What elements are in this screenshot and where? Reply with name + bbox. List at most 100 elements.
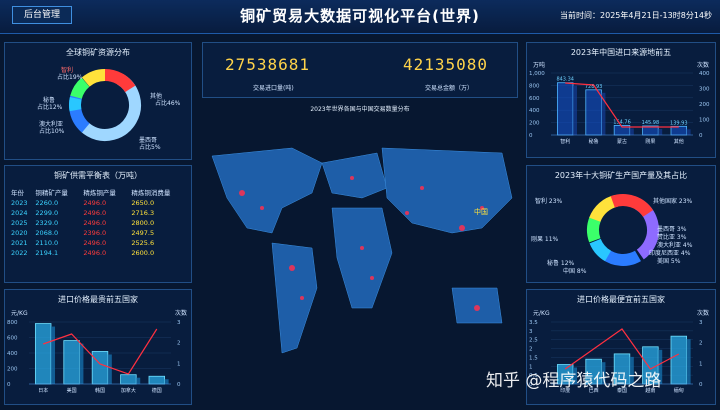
y-tick-label: 3	[529, 329, 533, 335]
y-tick-label: 400	[7, 351, 18, 357]
category-label: 其他	[674, 138, 684, 145]
category-label: 越南	[645, 387, 655, 394]
y-tick-label: 0	[529, 133, 533, 139]
import-yright: 次数	[697, 62, 710, 69]
bar-side	[573, 367, 578, 384]
table-row: 2022 2194.1 2496.0 2600.0	[11, 249, 155, 257]
y2-tick-label: 3	[699, 320, 703, 326]
bar[interactable]	[585, 89, 602, 136]
y-tick-label: 0.5	[529, 373, 538, 379]
table-row: 2020 2068.0 2396.0 2497.5	[11, 229, 155, 237]
value-label: 139.93	[670, 120, 688, 126]
y-tick-label: 2.5	[529, 338, 538, 344]
y2-tick-label: 0	[177, 382, 181, 388]
producers-label: 其他国家 23%	[653, 198, 693, 205]
value-label: 154.76	[613, 119, 631, 125]
bar[interactable]	[670, 335, 688, 385]
bar[interactable]	[670, 125, 688, 136]
table-header-row: 年份 铜精矿产量 精炼铜产量 精炼铜消费量	[11, 186, 189, 198]
category-label: 韩国	[95, 387, 105, 394]
y2-tick-label: 200	[699, 102, 710, 108]
category-label: 刚果	[645, 138, 655, 145]
producers-label: 美国 5%	[657, 258, 681, 265]
bar-side	[601, 92, 606, 135]
value-label: 145.98	[642, 120, 660, 126]
bar[interactable]	[120, 374, 137, 385]
price-high-chart: 800 600 400 200 0 3 2 1 0 日本 美国 韩国 加拿大 德国	[7, 320, 181, 394]
bar-side	[79, 343, 84, 384]
pie-label-1: 智利	[61, 67, 74, 74]
pie-label-2-sub: 占比12%	[37, 104, 63, 111]
table-header: 铜精矿产量	[35, 189, 68, 197]
series-line	[43, 328, 158, 375]
pie-label-5-sub: 占比5%	[139, 144, 161, 151]
y2-tick-label: 1	[177, 361, 181, 367]
producers-label: 印度尼西亚 4%	[649, 250, 691, 257]
bar[interactable]	[148, 375, 166, 385]
price-low-panel: 进口价格最便宜前五国家 元/KG 次数 3.5 3 2.5 2 1.5 1 0.5 0 3 2 1 0…	[526, 289, 716, 405]
top-bar: 后台管理 铜矿贸易大数据可视化平台(世界) 当前时间：2025年4月21日-13…	[0, 0, 720, 34]
category-label: 巴西	[589, 388, 599, 394]
producers-panel: 2023年十大铜矿生产国产量及其占比 智利 23% 其他国家 23% 刚果 11…	[526, 165, 716, 283]
y-tick-label: 1,000	[529, 71, 545, 77]
watermark: 知乎 @程序猿代码之路	[486, 371, 662, 391]
price-low-title: 进口价格最便宜前五国家	[577, 295, 665, 304]
bar-side	[51, 326, 56, 384]
y-tick-label: 600	[529, 96, 540, 102]
category-label: 缅甸	[674, 387, 684, 394]
price-low-yright: 次数	[697, 310, 710, 317]
y2-tick-label: 0	[699, 382, 703, 388]
y2-tick-label: 100	[699, 118, 710, 124]
category-label: 德国	[152, 387, 162, 394]
supply-table: 年份 铜精矿产量 精炼铜产量 精炼铜消费量 2023 2260.0 2496.0 26…	[11, 186, 189, 258]
pie-label-1-sub: 占比19%	[57, 74, 83, 81]
bar-side	[107, 354, 112, 384]
category-label: 秘鲁	[589, 138, 599, 145]
pie-label-3: 澳大利亚	[39, 121, 64, 128]
bar[interactable]	[91, 351, 109, 385]
kpi-panel: 27538681 42135080 交易进口量(吨) 交易总金额（万）	[202, 42, 518, 98]
import-top5-chart: 1,000 800 600 400 200 0 400 300 200 100 0 智利 843.34 秘…	[529, 71, 710, 145]
current-time: 当前时间：2025年4月21日-13时8分14秒	[560, 11, 712, 20]
value-label: 843.34	[556, 77, 574, 83]
bar[interactable]	[34, 323, 52, 385]
bar-side	[136, 377, 141, 384]
bar[interactable]	[556, 82, 574, 136]
world-map: 中国	[211, 147, 513, 354]
producers-label: 刚果 11%	[531, 236, 559, 243]
price-high-title: 进口价格最贵前五国家	[58, 295, 138, 304]
series-line	[564, 328, 680, 370]
bar-side	[629, 128, 634, 135]
back-button[interactable]: 后台管理	[12, 6, 72, 24]
y-tick-label: 800	[529, 83, 540, 89]
y2-tick-label: 3	[177, 320, 181, 326]
y-tick-label: 2	[529, 347, 533, 353]
price-high-yleft: 元/KG	[11, 310, 28, 317]
category-label: 日本	[38, 387, 48, 394]
resource-pie-chart	[69, 69, 141, 141]
y2-tick-label: 2	[177, 341, 181, 347]
bar[interactable]	[63, 340, 80, 385]
producers-label: 澳大利亚 4%	[657, 242, 693, 249]
table-header: 精炼铜消费量	[131, 189, 171, 197]
table-row: 2025 2329.0 2496.0 2800.0	[11, 219, 155, 227]
supply-table-panel: 铜矿供需平衡表（万吨） 年份 铜精矿产量 精炼铜产量 精炼铜消费量 2023 22…	[4, 165, 192, 283]
pie-label-5: 墨西哥	[139, 137, 158, 144]
category-label: 智利	[560, 138, 570, 145]
bar-side	[658, 128, 663, 135]
pie-label-4-sub: 占比46%	[155, 100, 181, 107]
producers-label: 智利 23%	[535, 198, 563, 205]
resource-pie-panel: 全球铜矿资源分布 智利 占比19% 秘鲁 占比12% 澳大利亚 占比10% 其他…	[4, 42, 192, 160]
producers-pie-chart	[587, 194, 659, 266]
y-tick-label: 400	[529, 108, 540, 114]
category-label: 泰国	[617, 387, 627, 394]
category-label: 加拿大	[121, 387, 136, 394]
bar-side	[686, 339, 691, 384]
import-top5-title: 2023年中国进口来源地前五	[570, 48, 672, 57]
bar-side	[658, 349, 663, 384]
pie-label-3-sub: 占比10%	[39, 128, 65, 135]
y-tick-label: 0	[529, 382, 533, 388]
y2-tick-label: 300	[699, 87, 710, 93]
y-tick-label: 600	[7, 336, 18, 342]
price-low-yleft: 元/KG	[533, 310, 550, 317]
